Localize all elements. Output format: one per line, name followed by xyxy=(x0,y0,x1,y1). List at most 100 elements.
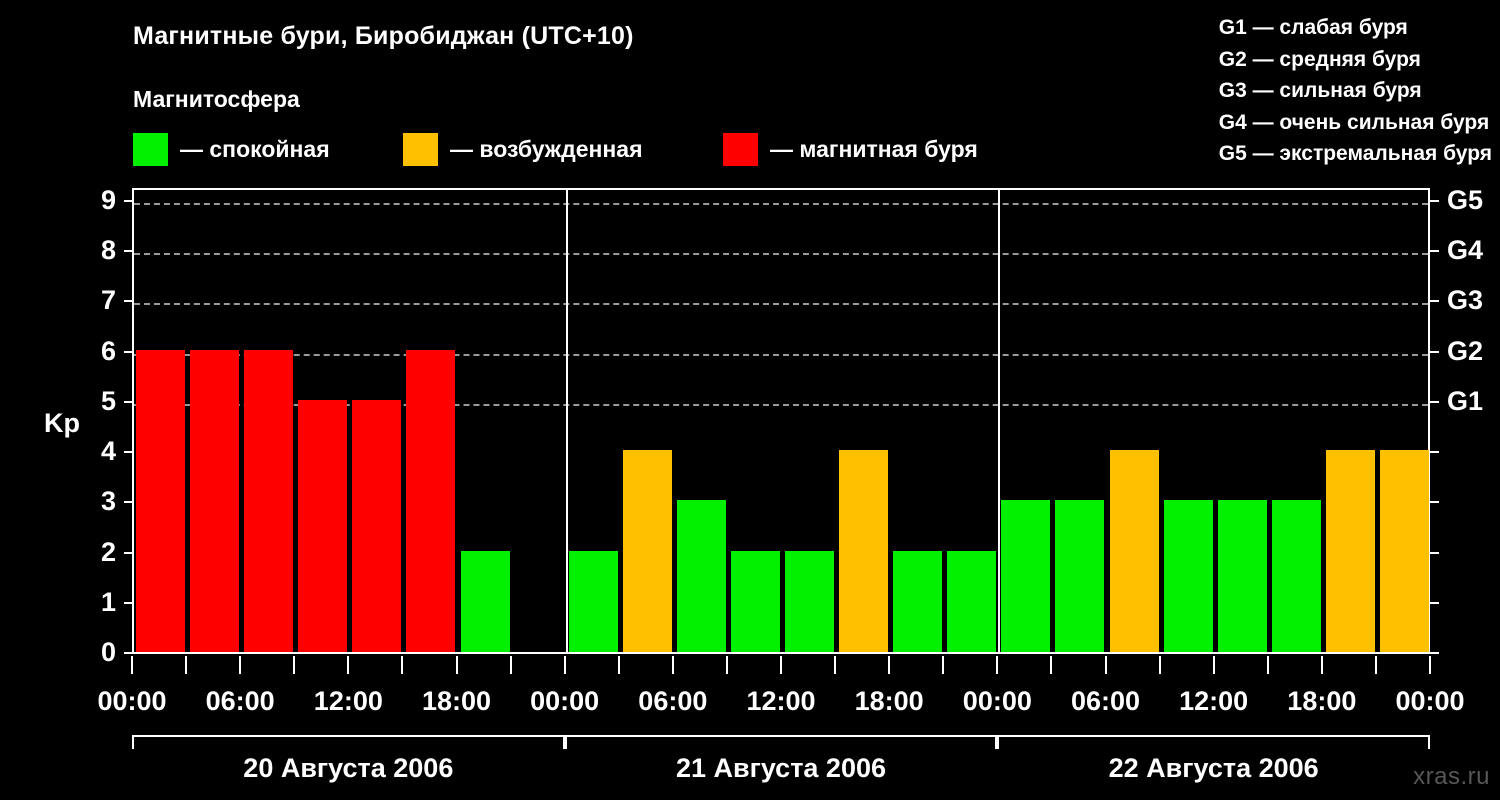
legend-swatch-unsettled xyxy=(403,132,438,166)
bar xyxy=(1271,500,1321,652)
x-tick-label-3: 18:00 xyxy=(421,686,492,716)
g-tick-label-G3: G3 xyxy=(1447,285,1484,316)
legend-swatch-storm xyxy=(723,132,758,166)
x-tick-mark-9 xyxy=(617,656,620,674)
bar xyxy=(1379,450,1429,652)
date-label-2: 22 Августа 2006 xyxy=(1108,753,1319,783)
y-tick-mark-right-8 xyxy=(1429,250,1439,252)
legend-swatch-quiet xyxy=(133,132,168,166)
bar xyxy=(190,349,240,652)
magnetosphere-legend: — спокойная — возбужденная — магнитная б… xyxy=(133,131,1033,167)
y-tick-mark-right-6 xyxy=(1429,350,1439,353)
legend-item-unsettled: — возбужденная xyxy=(403,131,643,167)
bar xyxy=(839,450,889,652)
x-tick-mark-4 xyxy=(347,656,350,674)
y-tick-label-5: 5 xyxy=(100,385,116,416)
day-separator-2 xyxy=(998,190,1001,652)
x-tick-mark-0 xyxy=(131,656,133,674)
bar xyxy=(622,450,672,652)
x-tick-label-4: 00:00 xyxy=(530,686,600,716)
x-tick-label-0: 00:00 xyxy=(97,686,167,716)
g-scale-line-g2: G2 — средняя буря xyxy=(1218,47,1421,71)
y-tick-mark-right-3 xyxy=(1429,501,1439,504)
y-tick-mark-right-4 xyxy=(1429,451,1439,453)
x-tick-mark-8 xyxy=(563,656,566,674)
bar xyxy=(676,500,726,652)
x-tick-label-10: 12:00 xyxy=(1179,686,1249,716)
bar xyxy=(947,550,997,652)
bar xyxy=(406,349,456,652)
x-tick-label-9: 06:00 xyxy=(1070,686,1141,716)
bar xyxy=(1163,500,1213,652)
x-tick-mark-6 xyxy=(455,656,458,674)
y-tick-label-8: 8 xyxy=(100,235,116,265)
g-tick-label-G2: G2 xyxy=(1447,335,1484,366)
y-tick-label-1: 1 xyxy=(100,586,116,617)
y-tick-mark-7 xyxy=(124,300,133,303)
x-tick-label-1: 06:00 xyxy=(205,686,275,716)
y-tick-label-9: 9 xyxy=(100,184,116,215)
x-tick-mark-22 xyxy=(1320,656,1323,674)
g-tick-label-G5: G5 xyxy=(1447,184,1484,215)
y-tick-label-2: 2 xyxy=(100,536,116,567)
g-tick-label-G1: G1 xyxy=(1447,385,1484,416)
bar xyxy=(1109,450,1159,652)
bar xyxy=(298,399,348,652)
x-tick-mark-15 xyxy=(942,656,945,674)
x-tick-label-7: 18:00 xyxy=(854,686,924,716)
g-tick-label-G4: G4 xyxy=(1447,235,1484,265)
x-tick-mark-3 xyxy=(293,656,296,674)
legend-item-quiet: — спокойная xyxy=(133,131,330,167)
date-bracket-1 xyxy=(564,735,998,749)
bars-layer xyxy=(134,190,1429,652)
x-tick-label-5: 06:00 xyxy=(638,686,708,716)
gridline-kp-7 xyxy=(134,303,1428,306)
bar xyxy=(730,550,780,652)
x-tick-mark-5 xyxy=(401,656,404,674)
x-tick-mark-23 xyxy=(1374,656,1377,674)
legend-label-unsettled: — возбужденная xyxy=(450,135,643,162)
bar xyxy=(1325,450,1375,652)
g-scale-line-g1: G1 — слабая буря xyxy=(1218,16,1408,39)
bar xyxy=(136,349,186,652)
y-tick-mark-5 xyxy=(124,400,133,403)
x-tick-mark-2 xyxy=(239,656,242,674)
gridline-kp-6 xyxy=(134,353,1428,356)
bar xyxy=(1217,500,1267,652)
day-separator-1 xyxy=(565,190,568,652)
y-tick-label-7: 7 xyxy=(100,285,116,316)
chart-plot-area xyxy=(132,188,1430,654)
x-tick-label-6: 12:00 xyxy=(746,686,816,716)
x-tick-mark-13 xyxy=(834,656,837,674)
x-tick-mark-1 xyxy=(185,656,188,674)
bar xyxy=(244,349,294,652)
x-tick-mark-17 xyxy=(1050,656,1053,674)
bar xyxy=(568,550,618,652)
x-tick-mark-24 xyxy=(1429,656,1431,674)
page-title: Магнитные бури, Биробиджан (UTC+10) xyxy=(133,22,634,50)
x-tick-label-8: 00:00 xyxy=(962,686,1032,716)
y-tick-mark-right-0 xyxy=(1429,652,1439,654)
x-tick-label-2: 12:00 xyxy=(313,686,383,716)
y-axis-caption: Kp xyxy=(44,408,80,438)
y-tick-mark-6 xyxy=(124,350,133,353)
x-tick-mark-10 xyxy=(671,656,674,674)
x-tick-mark-14 xyxy=(888,656,891,674)
bar xyxy=(893,550,943,652)
watermark: xras.ru xyxy=(1413,763,1490,790)
x-tick-mark-7 xyxy=(509,656,512,674)
y-tick-mark-9 xyxy=(124,199,133,202)
bar xyxy=(1055,500,1105,652)
g-scale-legend: G1 — слабая буря G2 — средняя буря G3 — … xyxy=(1072,12,1492,170)
x-tick-mark-19 xyxy=(1158,656,1161,674)
bar xyxy=(352,399,402,652)
y-tick-label-4: 4 xyxy=(100,436,116,466)
date-bracket-2 xyxy=(997,735,1430,749)
bar xyxy=(460,550,510,652)
x-tick-mark-11 xyxy=(725,656,728,674)
g-scale-line-g5: G5 — экстремальная буря xyxy=(1218,142,1492,165)
y-tick-mark-4 xyxy=(124,451,133,453)
y-tick-mark-1 xyxy=(124,601,133,604)
x-tick-mark-12 xyxy=(780,656,782,674)
magnetosphere-legend-title: Магнитосфера xyxy=(133,86,300,112)
